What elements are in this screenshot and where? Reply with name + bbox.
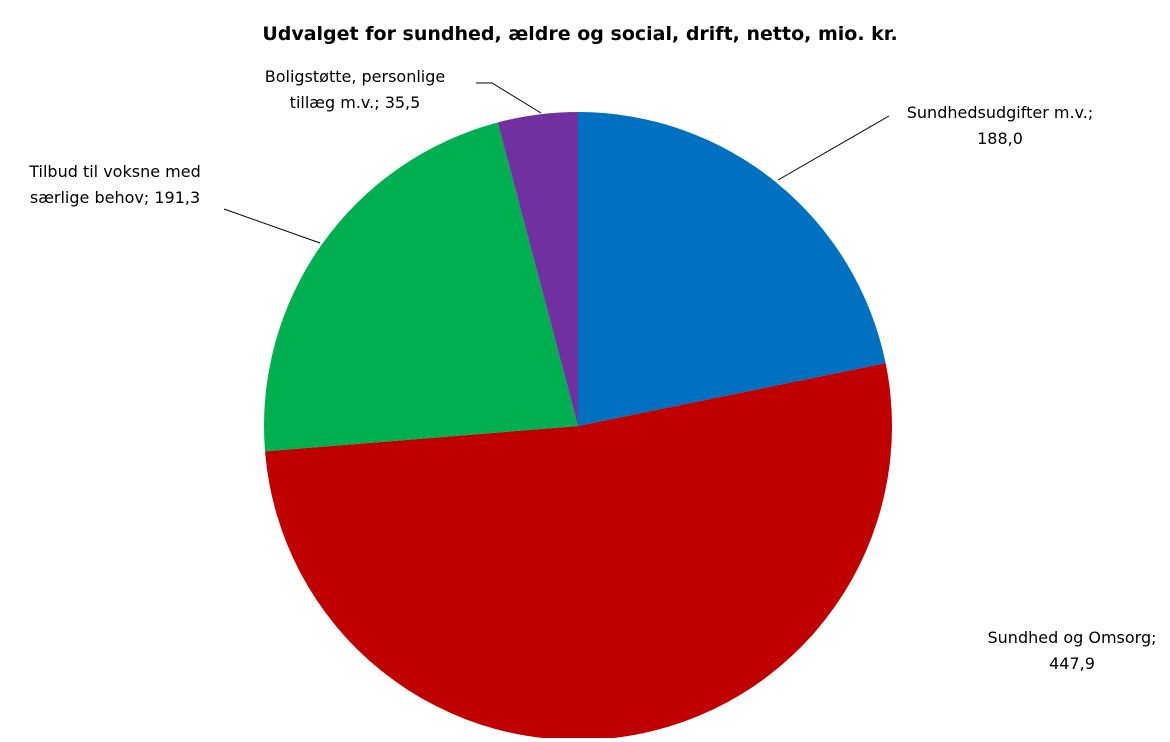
pie-slice bbox=[578, 112, 886, 426]
pie-slices bbox=[264, 112, 893, 741]
pie-slice bbox=[264, 122, 578, 452]
leader-line bbox=[476, 82, 542, 114]
data-label: Boligstøtte, personlige tillæg m.v.; 35,5 bbox=[265, 67, 446, 112]
data-label: Sundhed og Omsorg; 447,9 bbox=[988, 628, 1157, 673]
data-labels: Sundhedsudgifter m.v.; 188,0 Sundhed og Om… bbox=[28, 67, 1156, 673]
data-label-line: Sundhedsudgifter m.v.; bbox=[907, 103, 1093, 122]
data-label-line: Boligstøtte, personlige bbox=[265, 67, 446, 86]
data-label-line: Sundhed og Omsorg; bbox=[988, 628, 1157, 647]
leader-line bbox=[223, 208, 321, 244]
data-label-line: særlige behov; 191,3 bbox=[30, 188, 200, 207]
leader-lines bbox=[223, 82, 890, 244]
pie-slice bbox=[265, 363, 893, 741]
data-label: Tilbud til voksne med særlige behov; 191,… bbox=[28, 162, 200, 207]
data-label-line: 188,0 bbox=[977, 129, 1023, 148]
chart-title: Udvalget for sundhed, ældre og social, d… bbox=[262, 23, 897, 45]
data-label-line: tillæg m.v.; 35,5 bbox=[290, 93, 421, 112]
data-label-line: 447,9 bbox=[1049, 654, 1095, 673]
data-label: Sundhedsudgifter m.v.; 188,0 bbox=[907, 103, 1093, 148]
leader-line bbox=[777, 115, 890, 181]
data-label-line: Tilbud til voksne med bbox=[28, 162, 200, 181]
pie-slice bbox=[497, 112, 578, 426]
